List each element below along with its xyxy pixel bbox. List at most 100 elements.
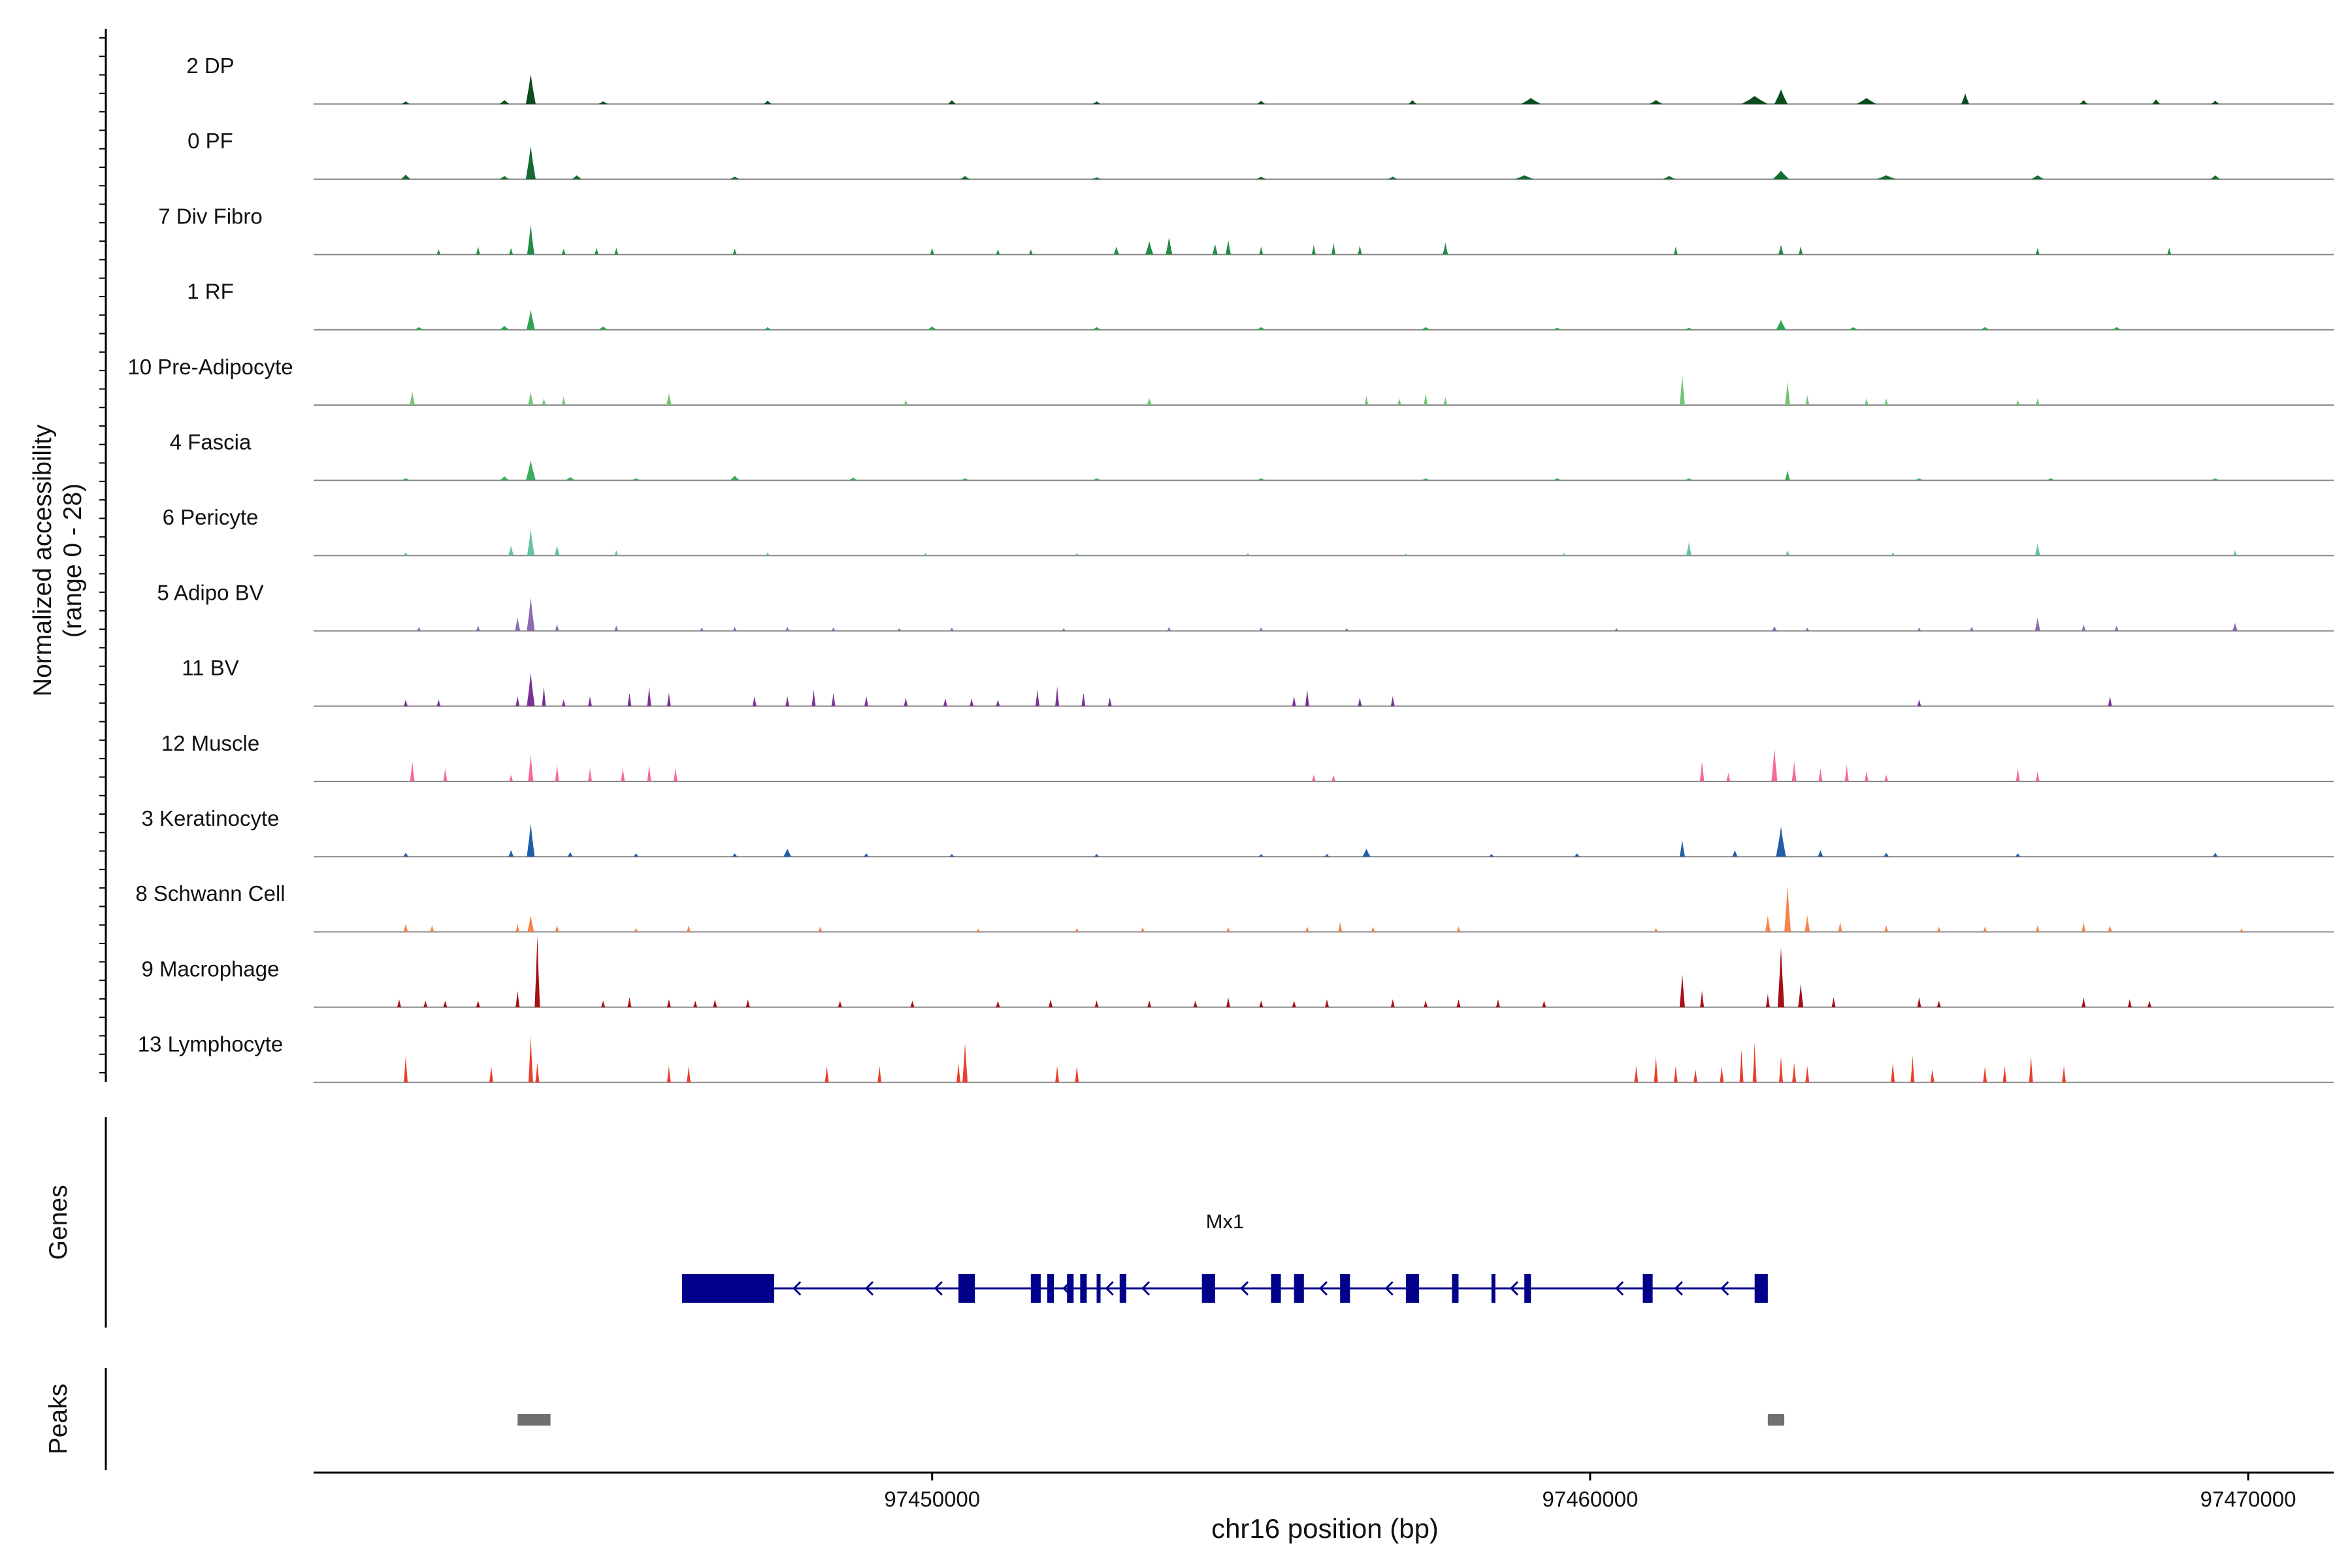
coverage-peak	[499, 325, 510, 330]
coverage-peak	[1848, 327, 1859, 330]
coverage-peak	[528, 1036, 533, 1083]
coverage-peak	[970, 698, 974, 706]
coverage-peak	[633, 853, 639, 857]
coverage-peak	[1141, 927, 1145, 932]
coverage-peak	[1397, 398, 1401, 405]
coverage-peak	[1752, 1042, 1757, 1083]
coverage-peak	[2108, 925, 2112, 932]
coverage-peak	[1324, 854, 1330, 857]
coverage-peak	[2046, 478, 2056, 481]
track-5-adipo-bv: 5 Adipo BV	[157, 580, 2334, 632]
gene-strand-arrow	[792, 1281, 802, 1296]
coverage-peak	[923, 553, 928, 556]
coverage-peak	[1726, 772, 1731, 781]
coverage-peak	[1574, 853, 1580, 857]
coverage-peak	[732, 248, 737, 255]
coverage-peak	[1259, 1000, 1264, 1007]
coverage-peak	[1739, 1049, 1744, 1083]
coverage-peak	[1786, 550, 1790, 556]
coverage-peak	[1147, 398, 1152, 405]
gene-name-label: Mx1	[1206, 1210, 1245, 1233]
coverage-peak	[598, 101, 608, 105]
coverage-peak	[1514, 175, 1535, 180]
track-label: 8 Schwann Cell	[135, 881, 285, 906]
track-label: 10 Pre-Adipocyte	[127, 355, 293, 379]
coverage-peak	[561, 396, 566, 405]
coverage-peak	[1092, 101, 1101, 105]
coverage-peak	[1094, 1000, 1099, 1007]
coverage-peak	[1331, 774, 1336, 781]
x-axis-ticks: 97450000 97460000 97470000	[884, 1473, 2296, 1511]
coverage-peak	[1864, 398, 1869, 405]
coverage-peak	[693, 1000, 698, 1007]
coverage-peak	[1259, 627, 1264, 631]
coverage-peak	[1686, 542, 1692, 556]
coverage-peak	[700, 627, 704, 631]
coverage-peak	[1256, 176, 1266, 180]
track-label: 12 Muscle	[161, 731, 259, 755]
coverage-peak	[1552, 478, 1563, 481]
coverage-peak	[509, 248, 514, 255]
coverage-peak	[1362, 849, 1371, 857]
coverage-peak	[1456, 999, 1461, 1007]
track-9-macrophage: 9 Macrophage	[142, 936, 2334, 1008]
track-label: 0 PF	[188, 129, 233, 153]
coverage-peak	[1679, 375, 1685, 405]
coverage-peak	[1980, 327, 1990, 330]
coverage-peak	[525, 460, 536, 481]
coverage-peak	[960, 176, 970, 180]
coverage-peak	[2112, 327, 2122, 330]
gene-exon	[1642, 1274, 1653, 1303]
coverage-peak	[1246, 553, 1250, 556]
coverage-peak	[1785, 470, 1791, 481]
coverage-peak	[1910, 1056, 1915, 1083]
track-3-keratinocyte: 3 Keratinocyte	[142, 806, 2334, 858]
coverage-peak	[1049, 999, 1053, 1007]
coverage-peak	[565, 477, 576, 481]
coverage-peak	[2239, 928, 2244, 932]
coverage-peak	[1113, 246, 1119, 255]
track-label: 5 Adipo BV	[157, 580, 263, 604]
coverage-peak	[2232, 623, 2238, 631]
coverage-peak	[1305, 926, 1309, 932]
coverage-peak	[687, 1066, 691, 1083]
coverage-peak	[534, 936, 540, 1007]
coverage-peak	[1259, 246, 1264, 255]
coverage-peak	[831, 693, 836, 706]
track-13-lymphocyte: 13 Lymphocyte	[138, 1032, 2334, 1083]
gene-exon	[1340, 1274, 1350, 1303]
coverage-peak	[1891, 1062, 1895, 1083]
coverage-peak	[525, 146, 536, 180]
coverage-peak	[1774, 89, 1788, 105]
coverage-peak	[1785, 382, 1791, 405]
gene-exon	[1047, 1274, 1054, 1303]
coverage-peak	[785, 696, 790, 706]
x-tick-label: 97460000	[1542, 1487, 1638, 1511]
track-10-pre-adipocyte: 10 Pre-Adipocyte	[127, 355, 2334, 406]
track-0-pf: 0 PF	[188, 129, 2334, 180]
coverage-peak	[1778, 1056, 1784, 1083]
coverage-peak	[598, 326, 608, 330]
genes-panel: Genes Mx1	[44, 1117, 1768, 1328]
track-4-fascia: 4 Fascia	[170, 430, 2334, 482]
coverage-peak	[2108, 696, 2112, 706]
coverage-peak	[525, 74, 536, 105]
coverage-peak	[1456, 926, 1461, 932]
track-label: 7 Div Fibro	[158, 204, 263, 228]
coverage-peak	[1443, 242, 1448, 255]
coverage-peak	[1784, 885, 1791, 932]
coverage-peak	[527, 672, 535, 706]
coverage-peak	[1226, 927, 1230, 932]
coverage-peak	[1257, 101, 1266, 105]
coverage-peak	[818, 926, 823, 932]
coverage-peak	[555, 764, 559, 781]
coverage-peak	[555, 624, 559, 631]
gene-exon	[1754, 1274, 1768, 1303]
coverage-peak	[1225, 240, 1231, 255]
coverage-peak	[526, 310, 535, 330]
coverage-peak	[417, 627, 421, 631]
gene-strand-arrow	[1384, 1281, 1394, 1296]
coverage-peak	[572, 175, 582, 180]
coverage-peak	[1081, 693, 1086, 706]
